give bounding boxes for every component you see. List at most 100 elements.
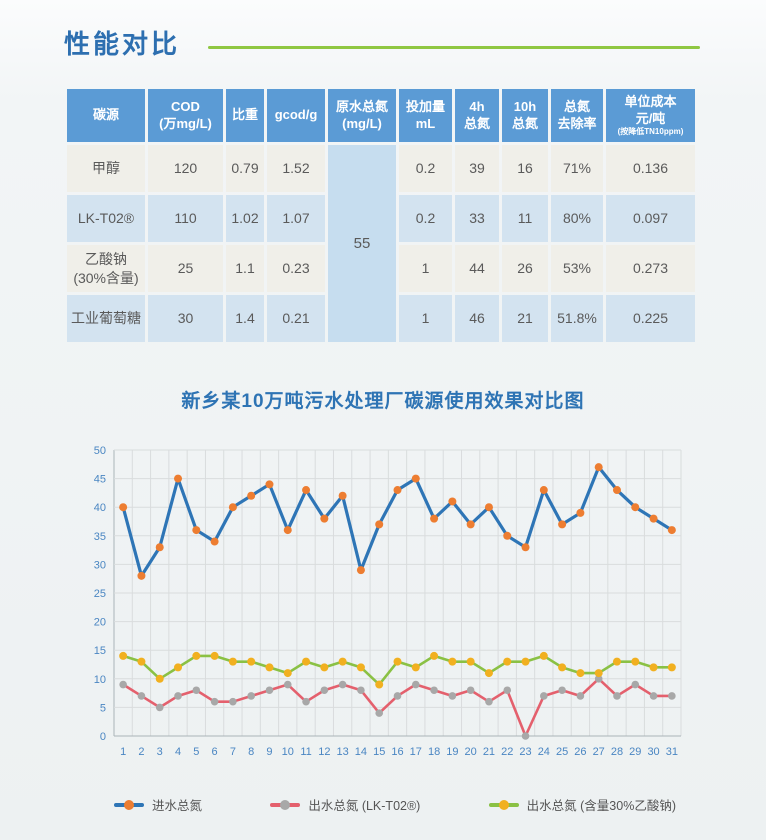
data-point-series-1	[466, 686, 475, 695]
column-header-3: gcod/g	[267, 89, 325, 142]
y-axis-tick-label: 5	[100, 702, 106, 714]
data-point-series-2	[228, 657, 237, 666]
data-point-series-2	[119, 651, 128, 660]
table-cell: 0.273	[606, 245, 695, 292]
table-cell: 46	[455, 295, 499, 342]
table-cell: 1.52	[267, 145, 325, 192]
x-axis-tick-label: 18	[428, 746, 440, 758]
x-axis-tick-label: 24	[538, 746, 550, 758]
data-point-series-1	[174, 692, 182, 700]
x-axis-tick-label: 1	[120, 746, 126, 758]
performance-table: 碳源 COD (万mg/L) 比重 gcod/g 原水总氮 (mg/L) 投加量 mL 4h 总氮 1…	[64, 86, 698, 345]
y-axis-tick-label: 50	[94, 445, 106, 457]
legend-item-2: 出水总氮 (含量30%乙酸钠)	[488, 795, 676, 814]
x-axis-tick-label: 9	[266, 746, 272, 758]
data-point-series-2	[302, 657, 311, 666]
x-axis-tick-label: 8	[248, 746, 254, 758]
chart-legend: 进水总氮 出水总氮 (LK-T02®) 出水总氮 (含量30%乙酸钠)	[64, 795, 704, 814]
raw-water-tn-merged-cell: 55	[328, 145, 396, 342]
data-point-series-0	[448, 497, 457, 506]
x-axis-tick-label: 6	[212, 746, 218, 758]
x-axis-tick-label: 11	[300, 746, 311, 758]
data-point-series-0	[484, 503, 493, 512]
table-cell: 53%	[551, 245, 603, 292]
chart-title: 新乡某10万吨污水处理厂碳源使用效果对比图	[181, 391, 585, 412]
x-axis-tick-label: 14	[355, 746, 367, 758]
y-axis-tick-label: 10	[94, 674, 106, 686]
x-axis-tick-label: 19	[446, 746, 458, 758]
x-axis-tick-label: 22	[501, 746, 513, 758]
data-point-series-2	[649, 663, 658, 672]
table-cell: 71%	[551, 145, 603, 192]
y-axis-tick-label: 40	[94, 502, 106, 514]
x-axis-tick-label: 7	[230, 746, 236, 758]
y-axis-tick-label: 30	[94, 559, 106, 571]
data-point-series-0	[393, 486, 402, 495]
data-point-series-1	[192, 686, 201, 695]
legend-line-marker-icon	[270, 799, 301, 810]
data-point-series-1	[393, 692, 402, 700]
data-point-series-0	[283, 526, 292, 535]
legend-line-marker-icon	[114, 799, 144, 810]
data-point-series-0	[210, 537, 219, 546]
x-axis-tick-label: 21	[483, 746, 495, 758]
column-header-subnote: (按降低TN10ppm)	[617, 126, 684, 136]
data-point-series-0	[137, 571, 146, 580]
data-point-series-0	[155, 543, 164, 552]
column-header-0: 碳源	[67, 89, 145, 142]
data-point-series-0	[247, 491, 256, 500]
table-cell: 110	[148, 195, 223, 242]
legend-label: 进水总氮	[152, 799, 203, 813]
data-point-series-2	[375, 680, 384, 689]
data-point-series-1	[137, 692, 146, 700]
table-cell: 0.21	[267, 295, 325, 342]
data-point-series-2	[283, 669, 292, 678]
table-row: 工业葡萄糖 30 1.4 0.21 1 46 21 51.8% 0.225	[67, 295, 695, 342]
column-header-8: 总氮 去除率	[551, 89, 603, 142]
table-cell: 1	[399, 295, 452, 342]
data-point-series-1	[155, 703, 164, 712]
data-point-series-2	[558, 663, 567, 672]
page-title: 性能对比	[64, 29, 181, 59]
carbon-source-cell: 工业葡萄糖	[67, 295, 145, 342]
column-header-5: 投加量 mL	[399, 89, 452, 142]
data-point-series-0	[594, 463, 603, 472]
data-point-series-2	[503, 657, 512, 666]
data-point-series-2	[594, 669, 603, 678]
data-point-series-0	[667, 526, 676, 535]
carbon-source-cell: 甲醇	[67, 145, 145, 192]
data-point-series-2	[576, 669, 585, 678]
data-point-series-1	[631, 680, 640, 689]
data-point-series-2	[521, 657, 530, 666]
data-point-series-1	[448, 692, 457, 700]
data-point-series-1	[411, 680, 420, 689]
y-axis-tick-label: 35	[94, 531, 106, 543]
data-point-series-2	[484, 669, 493, 678]
data-point-series-0	[631, 503, 640, 512]
data-point-series-0	[612, 486, 621, 495]
data-point-series-1	[613, 692, 621, 700]
data-point-series-0	[466, 520, 475, 529]
column-header-4: 原水总氮 (mg/L)	[328, 89, 396, 142]
x-axis-tick-label: 16	[391, 746, 403, 758]
data-point-series-2	[393, 657, 402, 666]
data-point-series-1	[668, 692, 676, 700]
carbon-source-cell: LK-T02®	[67, 195, 145, 242]
table-cell: 0.2	[399, 195, 452, 242]
data-point-series-0	[174, 474, 183, 483]
data-point-series-2	[320, 663, 329, 672]
data-point-series-0	[119, 503, 128, 512]
data-point-series-0	[503, 531, 512, 540]
data-point-series-0	[375, 520, 384, 529]
x-axis-tick-label: 20	[465, 746, 477, 758]
data-point-series-0	[558, 520, 567, 529]
y-axis-tick-label: 25	[94, 588, 106, 600]
table-cell: 21	[502, 295, 548, 342]
legend-dot-icon	[280, 799, 291, 810]
data-point-series-2	[356, 663, 365, 672]
table-cell: 1	[399, 245, 452, 292]
data-point-series-1	[558, 686, 566, 695]
x-axis-tick-label: 2	[138, 746, 144, 758]
legend-item-0: 进水总氮	[114, 795, 202, 814]
table-cell: 0.136	[606, 145, 695, 192]
